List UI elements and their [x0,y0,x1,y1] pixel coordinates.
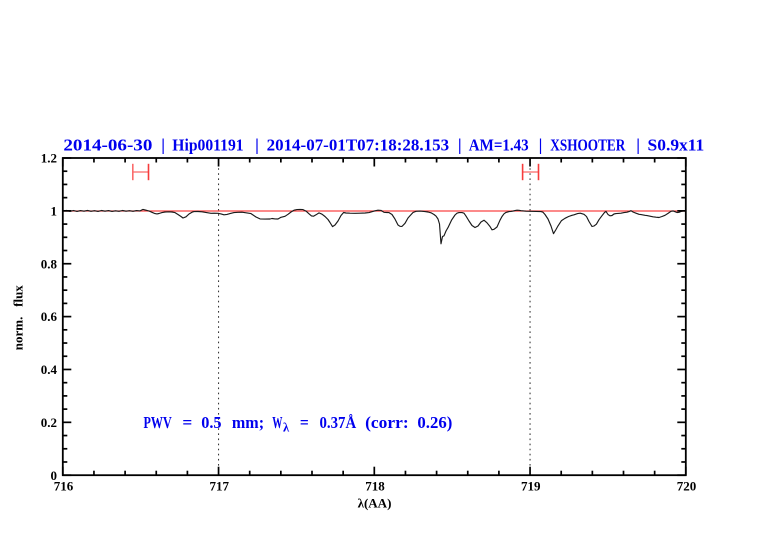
svg-text:0: 0 [51,468,58,483]
svg-text:0.2: 0.2 [41,415,57,430]
svg-text:norm. flux: norm. flux [10,285,25,351]
svg-text:0.8: 0.8 [41,256,58,271]
svg-text:PWV=0.5mm;Wλ=0.37Å(corr:0.26): PWV = 0.5 mm; Wλ = 0.37Å (corr: 0.26) [144,413,453,434]
svg-text:720: 720 [677,479,697,494]
svg-text:1: 1 [51,204,58,219]
svg-text:λ(AA): λ(AA) [358,496,392,511]
svg-text:0.4: 0.4 [41,362,58,377]
svg-text:719: 719 [521,479,541,494]
svg-text:718: 718 [365,479,385,494]
svg-text:0.6: 0.6 [41,309,58,324]
svg-text:716: 716 [54,479,74,494]
svg-text:717: 717 [209,479,229,494]
svg-text:1.2: 1.2 [41,151,57,166]
svg-text:2014-06-30|Hip001191|2014-07-0: 2014-06-30 | Hip001191 | 2014-07-01T07:18:28… [63,136,704,155]
